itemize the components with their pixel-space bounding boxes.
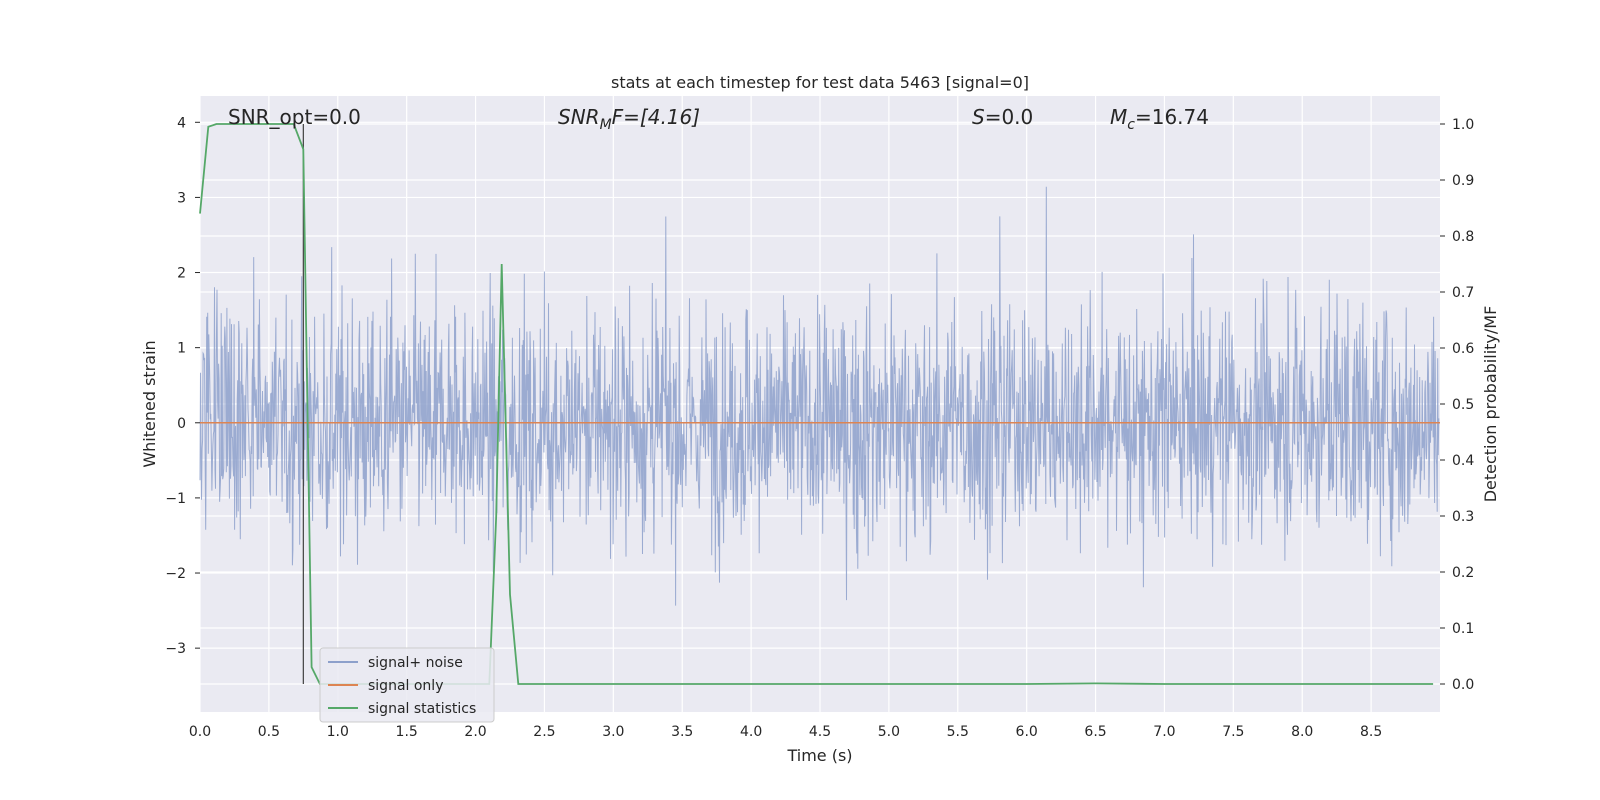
x-tick-label: 7.0 [1153,724,1175,740]
x-tick-label: 3.5 [671,724,693,740]
mc-sub: c [1127,117,1135,133]
mc-label: M [1110,105,1127,129]
legend-label-signal-statistics: signal statistics [368,701,476,717]
mc-value: =16.74 [1135,105,1209,129]
y-left-tick-label: 4 [177,115,186,131]
y-right-tick-label: 0.5 [1452,397,1474,413]
annotation-snr-opt: SNR_opt=0.0 [228,105,361,129]
series-signal-noise [199,186,1440,606]
x-tick-label: 0.5 [258,724,280,740]
x-tick-label: 3.0 [602,724,624,740]
y-left-axis-label: Whitened strain [140,340,159,467]
y-right-tick-label: 0.4 [1452,453,1474,469]
x-tick-label: 5.5 [947,724,969,740]
s-label: S [972,105,985,129]
snr-mf-sub: M [600,117,612,133]
y-right-tick-label: 1.0 [1452,117,1474,133]
y-left-tick-label: −3 [165,641,186,657]
y-right-tick-label: 0.6 [1452,341,1474,357]
x-axis-label: Time (s) [786,746,852,765]
x-tick-label: 6.0 [1016,724,1038,740]
y-right-tick-labels: 1.0 0.9 0.8 0.7 0.6 0.5 0.4 0.3 0.2 0.1 0.0 [1440,117,1474,693]
y-left-tick-label: 0 [177,416,186,432]
x-tick-label: 8.0 [1291,724,1313,740]
x-tick-label: 7.5 [1222,724,1244,740]
s-value: =0.0 [985,105,1034,129]
snr-mf-suffix: F=[4.16] [612,105,700,129]
annotation-snr-mf: SNRMF=[4.16] [558,105,700,133]
x-tick-label: 4.0 [740,724,762,740]
legend-box [319,647,495,723]
legend: signal+ noise signal only signal statist… [319,647,495,723]
y-right-tick-label: 0.8 [1452,229,1474,245]
x-tick-label: 5.0 [878,724,900,740]
x-tick-label: 4.5 [809,724,831,740]
y-right-tick-label: 0.9 [1452,173,1474,189]
y-right-tick-label: 0.1 [1452,621,1474,637]
y-left-tick-label: −1 [165,491,186,507]
chart-title: stats at each timestep for test data 546… [611,73,1029,92]
y-right-tick-label: 0.7 [1452,285,1474,301]
x-tick-label: 1.5 [396,724,418,740]
signal-noise-line [199,186,1440,606]
y-left-tick-label: 3 [177,190,186,206]
y-left-tick-labels: 4 3 2 1 0 −1 −2 −3 [165,115,200,657]
x-tick-labels: 0.0 0.5 1.0 1.5 2.0 2.5 3.0 3.5 4.0 4.5 5.0 5.5 6.0 6… [189,724,1382,740]
x-tick-label: 2.0 [464,724,486,740]
y-right-tick-label: 0.3 [1452,509,1474,525]
y-left-tick-label: 1 [177,341,186,357]
y-right-tick-label: 0.0 [1452,677,1474,693]
y-left-tick-label: 2 [177,266,186,282]
x-tick-label: 6.5 [1084,724,1106,740]
annotation-mc: Mc=16.74 [1110,105,1209,133]
snr-mf-prefix: SNR [558,105,600,129]
x-tick-label: 8.5 [1360,724,1382,740]
y-right-tick-label: 0.2 [1452,565,1474,581]
legend-label-signal-noise: signal+ noise [368,655,463,671]
annotation-s: S=0.0 [972,105,1033,129]
y-right-axis-label: Detection probability/MF [1481,306,1500,503]
x-tick-label: 1.0 [327,724,349,740]
x-tick-label: 2.5 [533,724,555,740]
x-tick-label: 0.0 [189,724,211,740]
y-left-tick-label: −2 [165,566,186,582]
legend-label-signal-only: signal only [368,678,443,694]
